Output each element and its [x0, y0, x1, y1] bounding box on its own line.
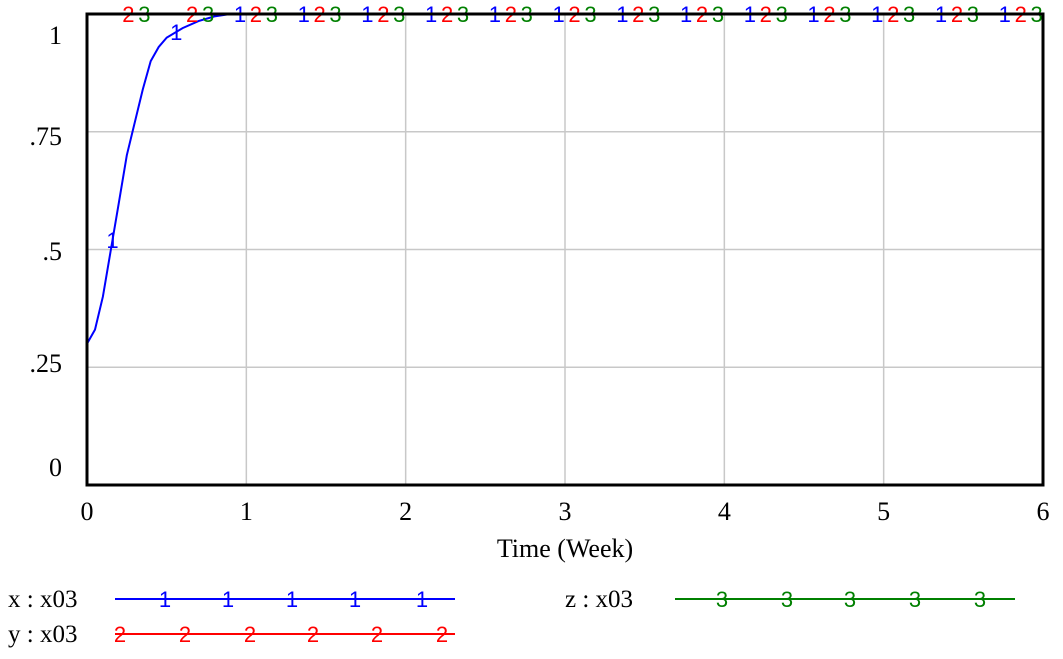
y-axis: 0 .25 .5 .75 1 [30, 21, 63, 482]
legend-marker: 1 [286, 587, 298, 612]
y-tick-label: 0 [49, 453, 62, 482]
legend-marker: 3 [781, 587, 793, 612]
legend-marker: 2 [244, 622, 256, 647]
legend-marker: 1 [159, 587, 171, 612]
y-tick-label: .25 [30, 349, 63, 378]
legend-marker: 1 [349, 587, 361, 612]
legend-marker: 3 [974, 587, 986, 612]
grid [87, 14, 1043, 485]
series-marker-1: 1 [170, 20, 182, 45]
legend-marker: 2 [371, 622, 383, 647]
x-tick-label: 5 [877, 497, 890, 526]
legend-marker: 2 [307, 622, 319, 647]
legend: x : x03 1 1 1 1 1 y : x03 2 2 2 2 2 2 z : x03 3 3 3 3 3 [8, 586, 1015, 648]
y-tick-label: 1 [49, 21, 62, 50]
legend-marker: 1 [222, 587, 234, 612]
legend-marker: 3 [844, 587, 856, 612]
legend-marker: 2 [179, 622, 191, 647]
legend-label: x : x03 [8, 586, 77, 613]
plot-frame [85, 12, 1045, 487]
legend-marker: 2 [436, 622, 448, 647]
legend-marker: 3 [909, 587, 921, 612]
legend-label: z : x03 [565, 586, 633, 613]
legend-marker: 2 [114, 622, 126, 647]
x-tick-label: 1 [240, 497, 253, 526]
x-tick-label: 6 [1037, 497, 1050, 526]
x-tick-label: 2 [399, 497, 412, 526]
x-axis-label: Time (Week) [497, 534, 633, 563]
x-axis: 0 1 2 3 4 5 6 [81, 497, 1050, 526]
y-tick-label: .75 [30, 122, 63, 151]
series-marker-1: 1 [106, 228, 118, 253]
legend-marker: 3 [716, 587, 728, 612]
x-tick-label: 4 [718, 497, 731, 526]
legend-label: y : x03 [8, 621, 77, 648]
y-tick-label: .5 [43, 237, 63, 266]
legend-marker: 1 [416, 587, 428, 612]
x-tick-label: 0 [81, 497, 94, 526]
x-tick-label: 3 [559, 497, 572, 526]
